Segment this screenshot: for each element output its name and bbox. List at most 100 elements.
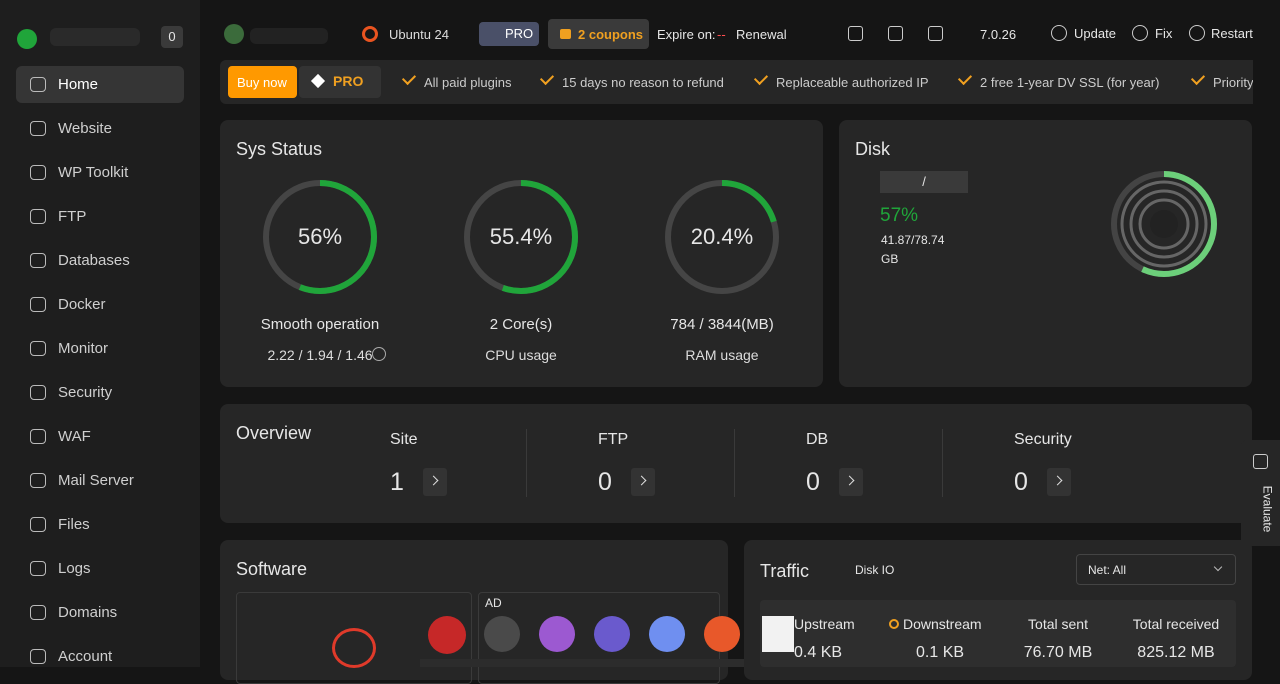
menu-item[interactable]: Monitor — [58, 340, 109, 357]
overview-card — [220, 404, 1252, 523]
top-icon[interactable] — [848, 26, 863, 41]
chevron — [636, 475, 647, 486]
menu-item[interactable]: Logs — [58, 560, 91, 577]
action[interactable]: Restart — [1211, 26, 1253, 41]
gauge-caption: 784 / 3844(MB) — [670, 316, 774, 333]
evaluate-icon — [1253, 454, 1268, 469]
menu-item[interactable]: Domains — [58, 604, 118, 621]
traffic-col: Upstream — [794, 616, 855, 632]
expire-value: -- — [717, 27, 726, 42]
traffic-panel — [760, 600, 1236, 667]
top-icon[interactable] — [888, 26, 903, 41]
traffic-col: Total received — [1132, 616, 1220, 632]
gauge-label: 56% — [297, 224, 343, 249]
pro-text: PRO — [505, 26, 534, 41]
ad-label: AD — [485, 596, 502, 610]
chevron — [428, 475, 439, 486]
overview-go[interactable] — [631, 468, 655, 496]
gauge — [464, 180, 578, 294]
menu-item[interactable]: Security — [58, 384, 113, 401]
menu-icon — [30, 165, 46, 180]
overview-go[interactable] — [839, 468, 863, 496]
evaluate-tab[interactable]: Evaluate — [1241, 440, 1280, 546]
disk-arc — [1111, 171, 1217, 277]
gauge-label: 55.4% — [489, 224, 553, 249]
disk-inner-ring — [1138, 198, 1190, 250]
gauge-detail: 2.22 / 1.94 / 1.46 — [267, 347, 373, 363]
disk-ring — [1111, 171, 1217, 277]
menu-item[interactable]: Docker — [58, 296, 106, 313]
chevron — [844, 475, 855, 486]
ad-app-icon — [539, 616, 575, 652]
overview-divider — [942, 429, 943, 497]
gauge-detail: RAM usage — [685, 347, 759, 363]
overview-title: Overview — [236, 423, 312, 443]
traffic-value: 0.4 KB — [794, 644, 843, 661]
overview-name: Security — [1014, 431, 1072, 448]
menu-item[interactable]: Home — [58, 76, 99, 93]
menu-icon — [30, 605, 46, 620]
overview-go[interactable] — [423, 468, 447, 496]
disk-unit: GB — [881, 252, 899, 266]
traffic-col: Total sent — [1028, 616, 1088, 632]
down-dot — [889, 619, 899, 629]
taskbar-strip — [420, 659, 860, 667]
gauge-label: 20.4% — [690, 224, 754, 249]
disk-usage: 41.87/78.74 — [881, 233, 945, 247]
action-icon — [1132, 25, 1148, 41]
traffic-value: 825.12 MB — [1137, 644, 1215, 661]
software-title: Software — [236, 559, 308, 579]
menu-icon — [30, 121, 46, 136]
menu-icon — [30, 253, 46, 268]
feature: 15 days no reason to refund — [562, 75, 724, 90]
renewal[interactable]: Renewal — [736, 27, 787, 42]
promo-clip — [1253, 60, 1280, 104]
overview-go[interactable] — [1047, 468, 1071, 496]
menu-icon — [30, 341, 46, 356]
menu-icon — [30, 209, 46, 224]
disk-mount: / — [922, 174, 926, 189]
top-icon[interactable] — [928, 26, 943, 41]
menu-item[interactable]: Files — [58, 516, 90, 533]
overview-count: 0 — [1014, 468, 1028, 496]
sidebar-badge: 0 — [161, 26, 183, 48]
traffic-tab[interactable]: Disk IO — [855, 563, 895, 577]
os-label: Ubuntu 24 — [389, 27, 449, 42]
gauge-detail: CPU usage — [485, 347, 557, 363]
ad-app-icon — [649, 616, 685, 652]
disk-tab — [880, 171, 968, 193]
select-arrow — [1213, 562, 1223, 572]
feature: All paid plugins — [424, 75, 512, 90]
menu-item[interactable]: Mail Server — [58, 472, 134, 489]
menu-item[interactable]: Website — [58, 120, 112, 137]
ad-app-icon — [704, 616, 740, 652]
menu-item[interactable]: Account — [58, 648, 113, 665]
page: 0 Home Website WP Toolkit FTP Databases Docker… — [16, 19, 1280, 684]
overview-count: 1 — [390, 468, 404, 496]
menu-icon — [30, 297, 46, 312]
net-select[interactable]: Net: All — [1076, 554, 1236, 585]
action-icon — [1189, 25, 1205, 41]
pro-tag[interactable]: PRO — [479, 22, 539, 46]
action[interactable]: Fix — [1155, 26, 1173, 41]
gauge-caption: 2 Core(s) — [489, 316, 553, 333]
promo-bar — [220, 60, 1260, 104]
gauge-caption: Smooth operation — [260, 316, 380, 333]
menu-icon — [30, 561, 46, 576]
disk-percent: 57% — [880, 205, 919, 226]
buy-now-text: Buy now — [237, 75, 287, 90]
menu-item[interactable]: Databases — [58, 252, 130, 269]
action[interactable]: Update — [1074, 26, 1116, 41]
coupon-icon — [560, 29, 571, 39]
menu-item[interactable]: WP Toolkit — [58, 164, 129, 181]
disk-inner-ring — [1129, 189, 1199, 259]
logo-mark — [17, 29, 37, 49]
menu-icon — [30, 649, 46, 664]
buy-now[interactable]: Buy now — [228, 66, 297, 98]
overview-name: FTP — [598, 431, 629, 448]
menu-item[interactable]: WAF — [58, 428, 91, 445]
traffic-title: Traffic — [760, 561, 810, 581]
recycle-icon — [762, 616, 794, 652]
net-select-text: Net: All — [1088, 563, 1127, 577]
menu-item[interactable]: FTP — [58, 208, 87, 225]
